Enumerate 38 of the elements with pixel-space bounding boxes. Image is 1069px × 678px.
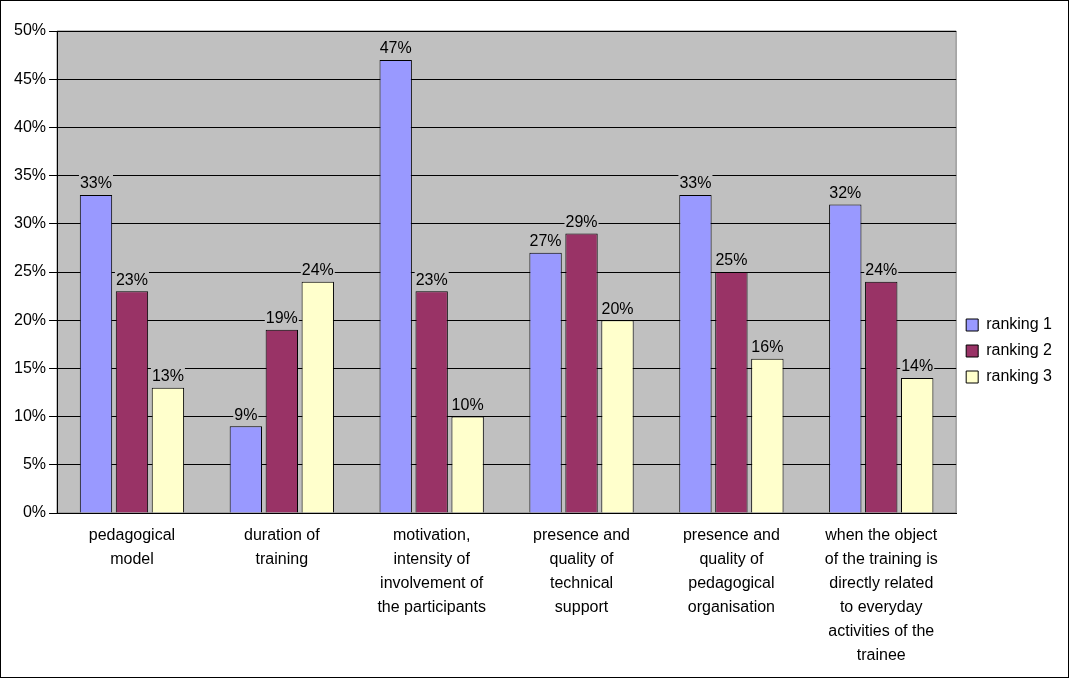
data-label: 9% bbox=[234, 405, 258, 423]
data-label: 19% bbox=[265, 309, 298, 327]
data-label: 33% bbox=[79, 174, 112, 192]
y-tick-label: 35% bbox=[13, 166, 47, 184]
y-tick-label: 30% bbox=[13, 214, 47, 232]
data-label: 47% bbox=[379, 39, 412, 57]
legend-label: ranking 1 bbox=[986, 315, 1053, 333]
y-tick-label: 20% bbox=[13, 310, 47, 328]
y-tick-label: 40% bbox=[13, 117, 47, 135]
data-label: 24% bbox=[301, 261, 334, 279]
data-label: 32% bbox=[829, 183, 862, 201]
legend-label: ranking 3 bbox=[986, 367, 1053, 385]
y-tick-label: 50% bbox=[13, 21, 47, 39]
data-label: 27% bbox=[529, 232, 562, 250]
legend-label: ranking 2 bbox=[986, 341, 1053, 359]
data-label: 14% bbox=[901, 357, 934, 375]
data-label: 20% bbox=[601, 299, 634, 317]
data-label: 23% bbox=[115, 270, 148, 288]
data-label: 29% bbox=[565, 212, 598, 230]
y-tick-label: 10% bbox=[13, 407, 47, 425]
x-tick-label: presence and quality of technical support bbox=[533, 526, 631, 616]
data-label: 16% bbox=[751, 338, 784, 356]
data-label: 13% bbox=[151, 367, 184, 385]
x-tick-label: duration of training bbox=[244, 526, 321, 568]
data-label: 24% bbox=[865, 261, 898, 279]
data-label: 23% bbox=[415, 270, 448, 288]
y-tick-label: 25% bbox=[13, 262, 47, 280]
y-tick-label: 5% bbox=[22, 455, 47, 473]
x-tick-label: motivation, intensity of involvement of the participants bbox=[377, 526, 486, 616]
y-tick-label: 0% bbox=[22, 503, 47, 521]
y-tick-label: 15% bbox=[13, 358, 47, 376]
y-tick-label: 45% bbox=[13, 69, 47, 87]
x-tick-label: when the object of the training is directly related to everyday activities of the trainee bbox=[824, 526, 938, 664]
data-label: 25% bbox=[715, 251, 748, 269]
data-label: 33% bbox=[679, 174, 712, 192]
x-tick-label: presence and quality of pedagogical organisation bbox=[682, 526, 780, 616]
x-tick-label: pedagogical model bbox=[88, 526, 176, 568]
data-label: 10% bbox=[451, 396, 484, 414]
